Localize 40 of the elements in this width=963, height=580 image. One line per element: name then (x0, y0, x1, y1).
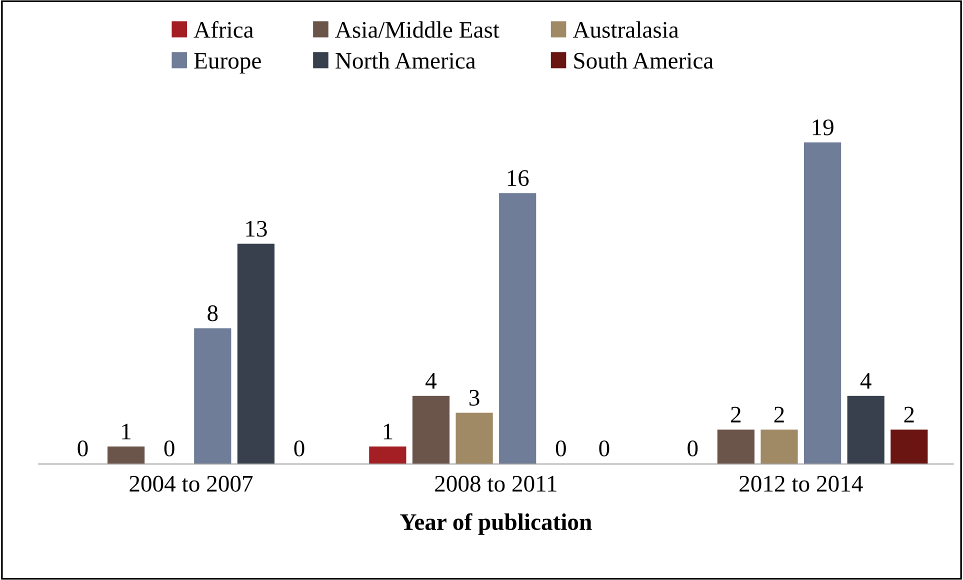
legend-label: Africa (194, 21, 254, 38)
data-label: 0 (556, 440, 566, 456)
legend-label: Australasia (572, 21, 679, 38)
x-tick-label: 2012 to 2014 (740, 476, 863, 492)
x-axis-title: Year of publication (400, 513, 592, 535)
bar (760, 430, 798, 464)
data-label: 0 (688, 440, 698, 456)
data-label: 2 (904, 406, 914, 422)
legend-label: Europe (194, 53, 261, 74)
bar (107, 446, 145, 464)
data-label: 2 (774, 406, 784, 422)
bar (369, 446, 406, 464)
data-label: 19 (812, 119, 834, 136)
data-label: 0 (78, 440, 88, 456)
bar (194, 328, 232, 464)
data-label: 0 (164, 440, 174, 456)
legend-label: North America (336, 52, 476, 69)
data-label: 4 (426, 373, 437, 389)
data-label: 1 (122, 424, 131, 440)
data-label: 13 (246, 220, 267, 237)
bar (847, 396, 884, 464)
legend-label: Asia/Middle East (335, 21, 500, 38)
legend-label: South America (574, 52, 714, 69)
data-label: 1 (384, 424, 392, 440)
x-tick-label: 2004 to 2007 (130, 476, 253, 492)
bar (890, 430, 928, 464)
data-label: 4 (860, 373, 872, 389)
bar (499, 193, 536, 464)
data-label: 0 (599, 440, 610, 456)
data-label: 8 (208, 305, 218, 322)
data-label: 0 (294, 440, 304, 456)
data-label: 3 (470, 390, 480, 406)
bar (717, 430, 754, 464)
bar (804, 142, 842, 464)
bar (456, 412, 493, 464)
x-tick-label: 2008 to 2011 (435, 476, 556, 492)
bar (237, 244, 274, 464)
data-label: 16 (508, 170, 529, 186)
data-label: 2 (731, 406, 741, 422)
bar (412, 396, 450, 464)
